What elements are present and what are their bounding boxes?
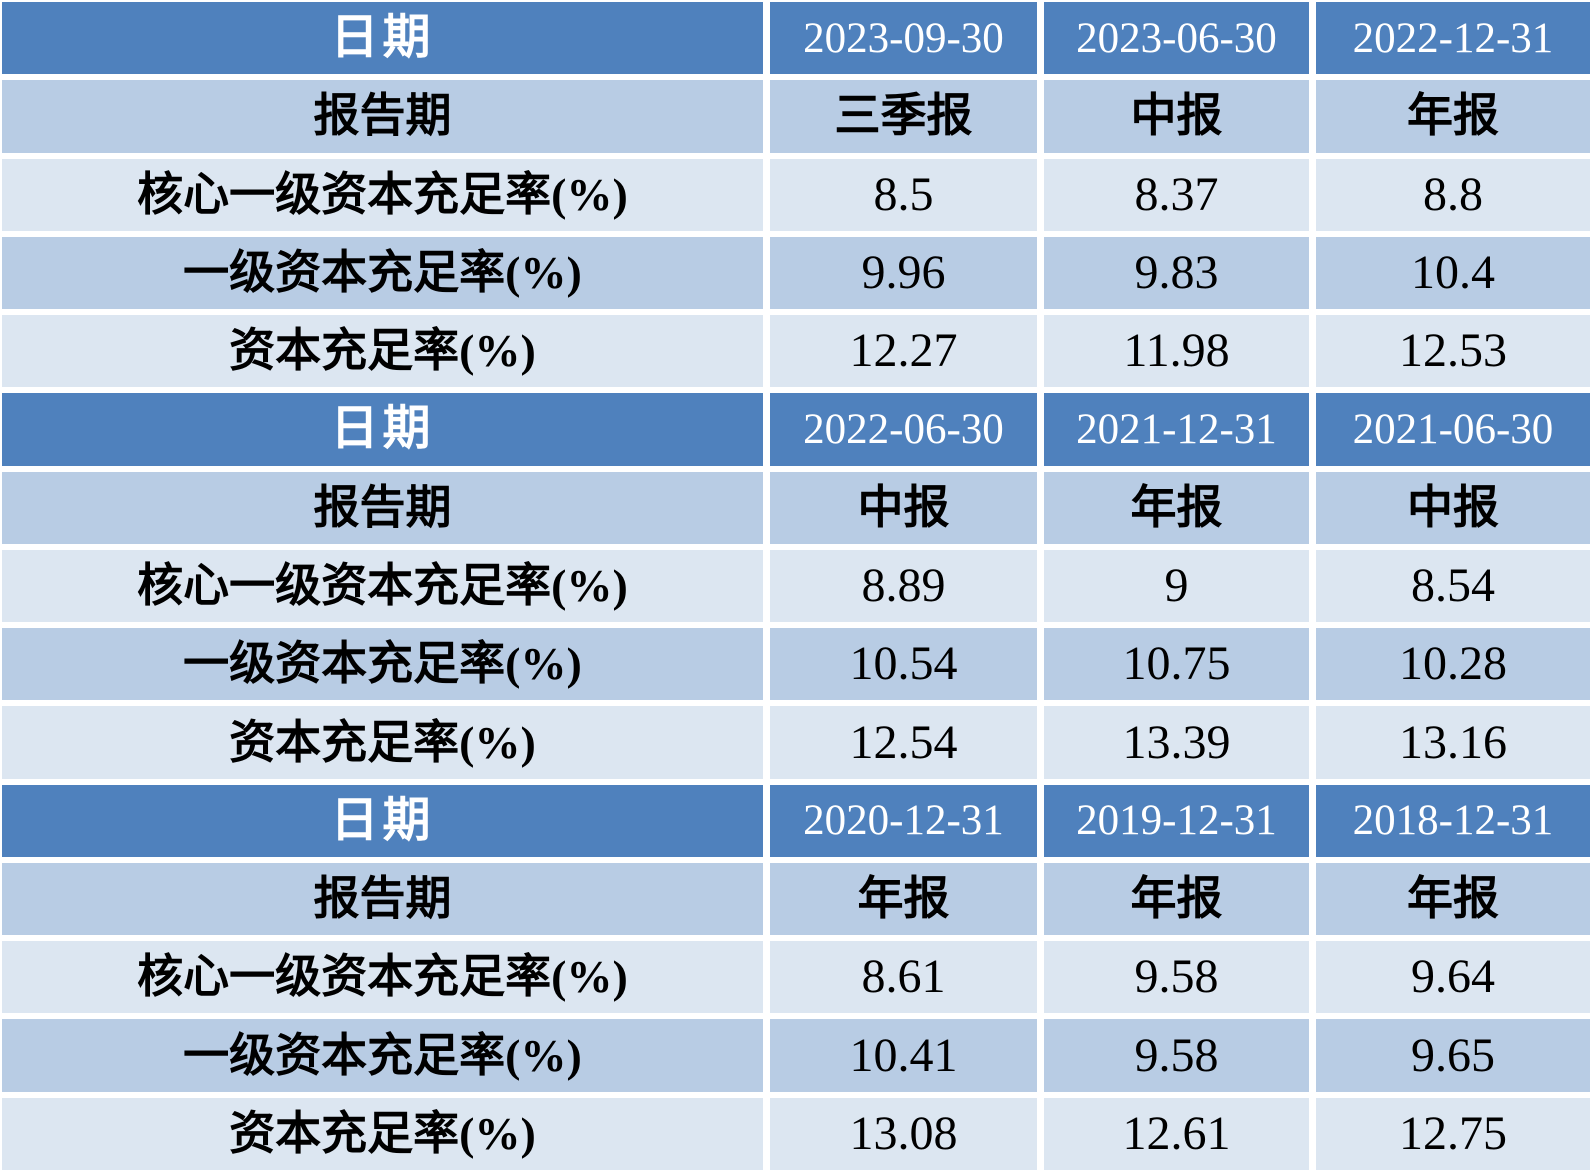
- tier1-value: 10.54: [770, 628, 1037, 701]
- report-period-cell: 中报: [1044, 80, 1309, 153]
- tier1-value: 9.65: [1316, 1019, 1590, 1092]
- core-tier1-row-label: 核心一级资本充足率(%): [2, 941, 763, 1014]
- report-period-cell: 年报: [1316, 80, 1590, 153]
- report-period-cell: 年报: [1316, 862, 1590, 936]
- core-tier1-value: 9.64: [1316, 941, 1590, 1014]
- tier1-row-label: 一级资本充足率(%): [2, 628, 763, 701]
- core-tier1-value: 8.89: [770, 549, 1037, 623]
- car-value: 13.08: [770, 1097, 1037, 1170]
- core-tier1-value: 8.8: [1316, 158, 1590, 231]
- report-period-cell: 年报: [770, 862, 1037, 936]
- core-tier1-value: 9: [1044, 549, 1309, 623]
- car-value: 11.98: [1044, 315, 1309, 388]
- tier1-row-label: 一级资本充足率(%): [2, 1019, 763, 1092]
- core-tier1-value: 8.5: [770, 158, 1037, 231]
- tier1-value: 9.58: [1044, 1019, 1309, 1092]
- core-tier1-value: 8.54: [1316, 549, 1590, 623]
- report-period-cell: 三季报: [770, 80, 1037, 153]
- date-cell: 2018-12-31: [1316, 784, 1590, 857]
- car-row-label: 资本充足率(%): [2, 315, 763, 388]
- core-tier1-row-label: 核心一级资本充足率(%): [2, 549, 763, 623]
- car-value: 13.39: [1044, 706, 1309, 779]
- date-cell: 2022-12-31: [1316, 2, 1590, 75]
- date-cell: 2021-12-31: [1044, 393, 1309, 466]
- car-value: 12.61: [1044, 1097, 1309, 1170]
- report-period-cell: 中报: [1316, 471, 1590, 544]
- core-tier1-value: 8.61: [770, 941, 1037, 1014]
- report-period-row-label: 报告期: [2, 80, 763, 153]
- report-period-cell: 中报: [770, 471, 1037, 544]
- tier1-row-label: 一级资本充足率(%): [2, 236, 763, 310]
- car-value: 12.54: [770, 706, 1037, 779]
- tier1-value: 10.41: [770, 1019, 1037, 1092]
- tier1-value: 10.4: [1316, 236, 1590, 310]
- core-tier1-value: 8.37: [1044, 158, 1309, 231]
- tier1-value: 9.96: [770, 236, 1037, 310]
- date-row-label: 日期: [2, 393, 763, 466]
- tier1-value: 9.83: [1044, 236, 1309, 310]
- car-value: 12.53: [1316, 315, 1590, 388]
- date-cell: 2023-09-30: [770, 2, 1037, 75]
- core-tier1-row-label: 核心一级资本充足率(%): [2, 158, 763, 231]
- car-value: 13.16: [1316, 706, 1590, 779]
- date-cell: 2020-12-31: [770, 784, 1037, 857]
- tier1-value: 10.75: [1044, 628, 1309, 701]
- car-row-label: 资本充足率(%): [2, 1097, 763, 1170]
- date-row-label: 日期: [2, 784, 763, 857]
- report-period-row-label: 报告期: [2, 862, 763, 936]
- date-cell: 2023-06-30: [1044, 2, 1309, 75]
- core-tier1-value: 9.58: [1044, 941, 1309, 1014]
- date-cell: 2019-12-31: [1044, 784, 1309, 857]
- report-period-cell: 年报: [1044, 862, 1309, 936]
- date-row-label: 日期: [2, 2, 763, 75]
- tier1-value: 10.28: [1316, 628, 1590, 701]
- car-row-label: 资本充足率(%): [2, 706, 763, 779]
- car-value: 12.27: [770, 315, 1037, 388]
- date-cell: 2021-06-30: [1316, 393, 1590, 466]
- report-period-cell: 年报: [1044, 471, 1309, 544]
- car-value: 12.75: [1316, 1097, 1590, 1170]
- report-period-row-label: 报告期: [2, 471, 763, 544]
- date-cell: 2022-06-30: [770, 393, 1037, 466]
